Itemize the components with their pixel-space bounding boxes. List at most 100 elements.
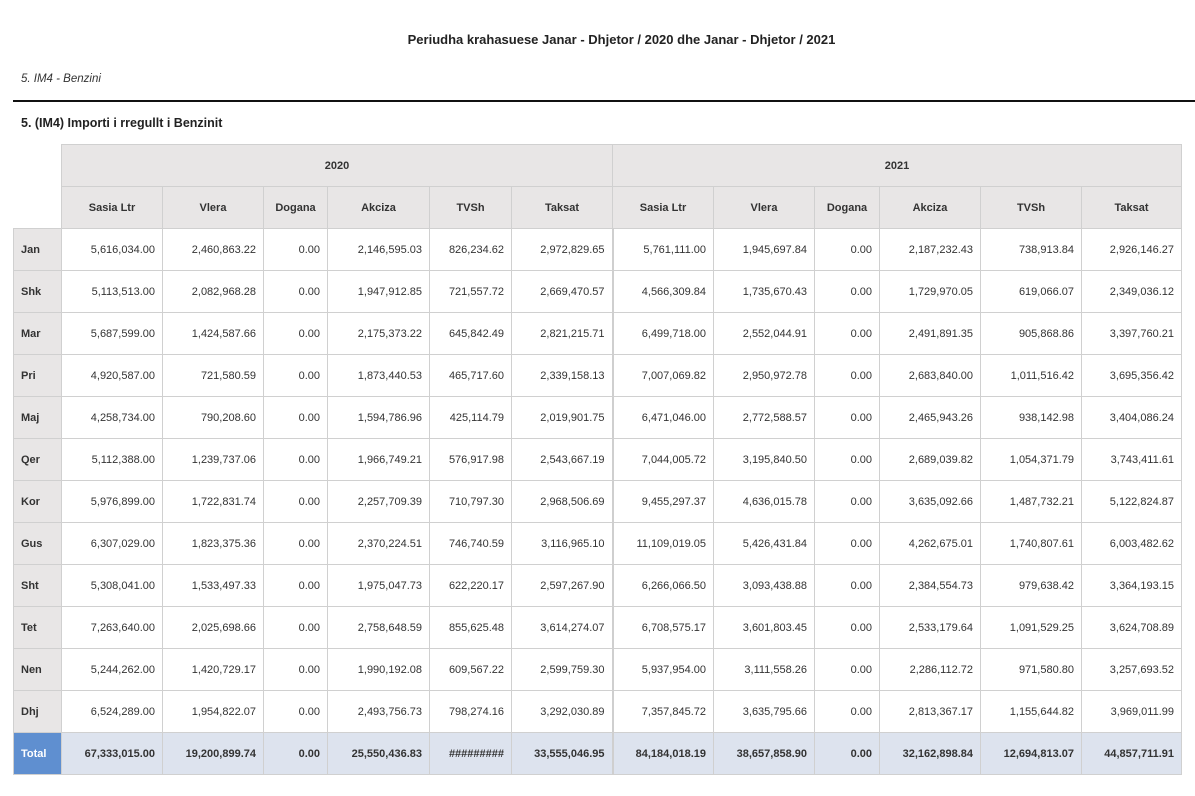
cell-y2020-tvsh: 710,797.30 (429, 480, 512, 523)
month-label: Pri (13, 354, 62, 397)
cell-y2020-tvsh: 798,274.16 (429, 690, 512, 733)
cell-y2020-vlera: 1,823,375.36 (162, 522, 264, 565)
cell-y2021-sasia-ltr: 6,499,718.00 (611, 312, 714, 355)
cell-y2021-akciza: 2,683,840.00 (879, 354, 981, 397)
cell-y2021-akciza: 4,262,675.01 (879, 522, 981, 565)
cell-y2020-dogana: 0.00 (263, 564, 328, 607)
cell-y2021-vlera: 1,735,670.43 (713, 270, 815, 313)
cell-y2021-akciza: 2,286,112.72 (879, 648, 981, 691)
cell-y2020-vlera: 2,460,863.22 (162, 228, 264, 271)
cell-y2021-tvsh: 1,155,644.82 (980, 690, 1082, 733)
column-header: TVSh (980, 186, 1082, 229)
cell-y2021-akciza: 2,813,367.17 (879, 690, 981, 733)
cell-y2021-sasia-ltr: 6,266,066.50 (611, 564, 714, 607)
total-row: Total 67,333,015.00 19,200,899.74 0.00 25,55… (13, 732, 1182, 775)
cell-y2020-akciza: 1,966,749.21 (327, 438, 430, 481)
cell-y2020-taksat: 33,555,046.95 (511, 732, 613, 775)
cell-y2020-vlera: 2,025,698.66 (162, 606, 264, 649)
cell-y2021-vlera: 3,195,840.50 (713, 438, 815, 481)
cell-y2021-tvsh: 738,913.84 (980, 228, 1082, 271)
cell-y2021-vlera: 2,950,972.78 (713, 354, 815, 397)
cell-y2020-taksat: 2,968,506.69 (511, 480, 613, 523)
cell-y2021-taksat: 44,857,711.91 (1081, 732, 1182, 775)
table-row: Maj 4,258,734.00 790,208.60 0.00 1,594,786.9… (13, 396, 1182, 439)
cell-y2020-akciza: 2,758,648.59 (327, 606, 430, 649)
cell-y2020-dogana: 0.00 (263, 270, 328, 313)
cell-y2020-taksat: 3,614,274.07 (511, 606, 613, 649)
column-header: Dogana (263, 186, 328, 229)
cell-y2020-dogana: 0.00 (263, 396, 328, 439)
cell-y2020-vlera: 1,954,822.07 (162, 690, 264, 733)
cell-y2020-taksat: 3,292,030.89 (511, 690, 613, 733)
cell-y2020-vlera: 1,420,729.17 (162, 648, 264, 691)
month-label: Nen (13, 648, 62, 691)
column-header: Taksat (1081, 186, 1182, 229)
cell-y2020-akciza: 2,146,595.03 (327, 228, 430, 271)
cell-y2021-sasia-ltr: 84,184,018.19 (611, 732, 714, 775)
cell-y2021-dogana: 0.00 (814, 648, 880, 691)
cell-y2020-dogana: 0.00 (263, 648, 328, 691)
month-label: Maj (13, 396, 62, 439)
cell-y2020-tvsh: 721,557.72 (429, 270, 512, 313)
cell-y2021-sasia-ltr: 7,007,069.82 (611, 354, 714, 397)
column-header: Dogana (814, 186, 880, 229)
month-label: Tet (13, 606, 62, 649)
report-title: Periudha krahasuese Janar - Dhjetor / 20… (407, 32, 836, 47)
cell-y2021-sasia-ltr: 9,455,297.37 (611, 480, 714, 523)
cell-y2021-vlera: 3,111,558.26 (713, 648, 815, 691)
cell-y2021-dogana: 0.00 (814, 606, 880, 649)
divider (13, 100, 1195, 102)
cell-y2020-taksat: 2,669,470.57 (511, 270, 613, 313)
cell-y2021-sasia-ltr: 4,566,309.84 (611, 270, 714, 313)
table-row: Pri 4,920,587.00 721,580.59 0.00 1,873,440.5… (13, 354, 1182, 397)
cell-y2021-vlera: 3,601,803.45 (713, 606, 815, 649)
cell-y2020-taksat: 3,116,965.10 (511, 522, 613, 565)
month-label: Qer (13, 438, 62, 481)
cell-y2020-sasia-ltr: 5,976,899.00 (61, 480, 163, 523)
cell-y2020-dogana: 0.00 (263, 522, 328, 565)
cell-y2021-sasia-ltr: 7,357,845.72 (611, 690, 714, 733)
cell-y2021-vlera: 1,945,697.84 (713, 228, 815, 271)
cell-y2021-akciza: 2,187,232.43 (879, 228, 981, 271)
cell-y2020-tvsh: 746,740.59 (429, 522, 512, 565)
cell-y2021-taksat: 3,969,011.99 (1081, 690, 1182, 733)
cell-y2021-sasia-ltr: 6,708,575.17 (611, 606, 714, 649)
cell-y2021-tvsh: 1,487,732.21 (980, 480, 1082, 523)
month-label: Dhj (13, 690, 62, 733)
import-table: 2020 2021 Sasia Ltr Vlera Dogana Akciza TVSh… (13, 144, 1182, 775)
table-row: Mar 5,687,599.00 1,424,587.66 0.00 2,175,373… (13, 312, 1182, 355)
table-corner (13, 144, 62, 229)
cell-y2020-tvsh: 576,917.98 (429, 438, 512, 481)
cell-y2021-taksat: 2,349,036.12 (1081, 270, 1182, 313)
cell-y2020-sasia-ltr: 6,524,289.00 (61, 690, 163, 733)
cell-y2020-vlera: 19,200,899.74 (162, 732, 264, 775)
cell-y2021-akciza: 2,533,179.64 (879, 606, 981, 649)
cell-y2021-dogana: 0.00 (814, 690, 880, 733)
cell-y2021-sasia-ltr: 6,471,046.00 (611, 396, 714, 439)
cell-y2021-taksat: 3,397,760.21 (1081, 312, 1182, 355)
month-label: Mar (13, 312, 62, 355)
table-row: Qer 5,112,388.00 1,239,737.06 0.00 1,966,749… (13, 438, 1182, 481)
cell-y2021-akciza: 2,491,891.35 (879, 312, 981, 355)
column-header: Vlera (162, 186, 264, 229)
cell-y2020-taksat: 2,543,667.19 (511, 438, 613, 481)
cell-y2021-tvsh: 619,066.07 (980, 270, 1082, 313)
cell-y2020-akciza: 1,975,047.73 (327, 564, 430, 607)
cell-y2020-taksat: 2,972,829.65 (511, 228, 613, 271)
cell-y2021-vlera: 3,093,438.88 (713, 564, 815, 607)
cell-y2021-tvsh: 905,868.86 (980, 312, 1082, 355)
cell-y2021-taksat: 3,364,193.15 (1081, 564, 1182, 607)
cell-y2021-dogana: 0.00 (814, 522, 880, 565)
cell-y2021-dogana: 0.00 (814, 480, 880, 523)
cell-y2021-dogana: 0.00 (814, 732, 880, 775)
cell-y2021-akciza: 3,635,092.66 (879, 480, 981, 523)
table-row: Shk 5,113,513.00 2,082,968.28 0.00 1,947,912… (13, 270, 1182, 313)
cell-y2021-vlera: 3,635,795.66 (713, 690, 815, 733)
cell-y2021-akciza: 32,162,898.84 (879, 732, 981, 775)
cell-y2021-akciza: 2,689,039.82 (879, 438, 981, 481)
cell-y2021-dogana: 0.00 (814, 396, 880, 439)
cell-y2020-akciza: 2,257,709.39 (327, 480, 430, 523)
cell-y2021-tvsh: 1,054,371.79 (980, 438, 1082, 481)
month-label: Gus (13, 522, 62, 565)
table-body: Jan 5,616,034.00 2,460,863.22 0.00 2,146,595… (13, 228, 1182, 775)
